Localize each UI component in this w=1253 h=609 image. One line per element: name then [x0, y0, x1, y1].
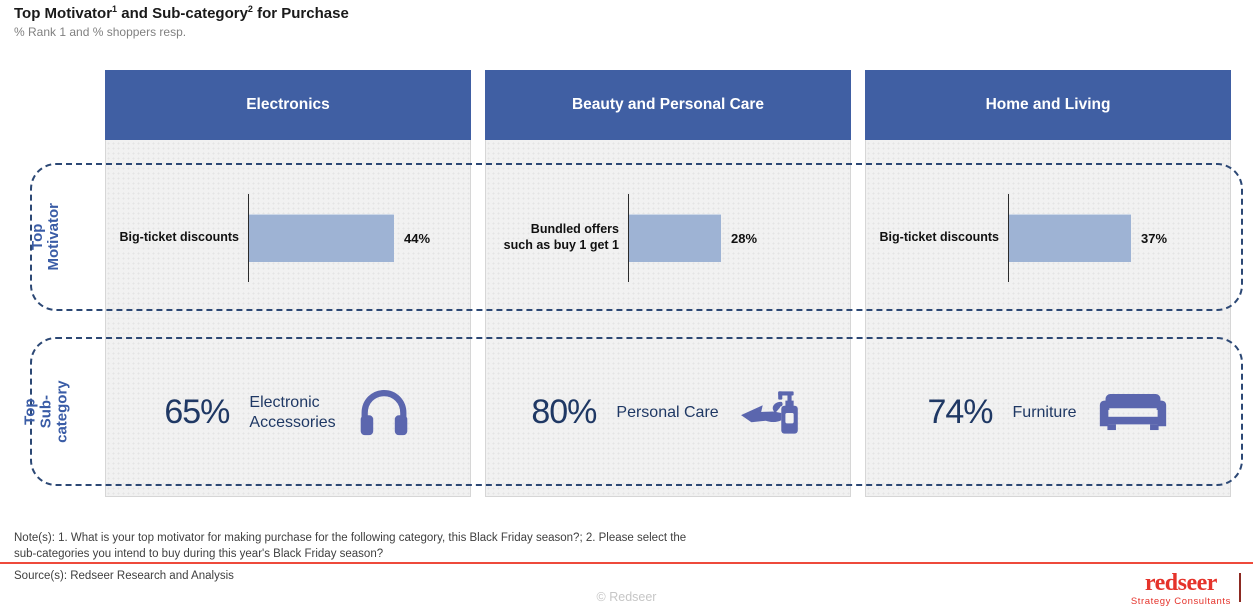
- title-part: Top Motivator: [14, 5, 113, 22]
- category-panel-beauty-personal-care: Beauty and Personal Care Bundled offers …: [485, 70, 851, 497]
- motivator-bar: [629, 214, 721, 262]
- motivator-bar-row: Bundled offers such as buy 1 get 1 28%: [486, 164, 850, 312]
- motivator-bar: [1009, 214, 1131, 262]
- row-label-text: Top Sub- category: [21, 380, 70, 443]
- motivator-bar-row: Big-ticket discounts 37%: [866, 164, 1230, 312]
- copyright-text: © Redseer: [596, 590, 657, 604]
- title-superscript-1: 1: [112, 4, 118, 14]
- bar-value: 28%: [731, 230, 758, 246]
- row-label-text: Top Motivator: [29, 203, 62, 271]
- row-label-top-motivator: Top Motivator: [22, 163, 70, 311]
- subcategory-row: 80% Personal Care: [486, 338, 850, 487]
- subcategory-percent: 74%: [927, 393, 993, 431]
- category-header-beauty-personal-care: Beauty and Personal Care: [485, 70, 851, 140]
- sofa-icon: [1097, 393, 1169, 433]
- bar-value: 44%: [404, 230, 431, 246]
- soap-dispenser-hand-icon: [739, 386, 805, 440]
- row-label-top-subcategory: Top Sub- category: [21, 337, 70, 486]
- bar-label: Big-ticket discounts: [119, 230, 239, 245]
- bar-label: Bundled offers such as buy 1 get 1: [503, 222, 619, 252]
- motivator-bar-row: Big-ticket discounts 44%: [106, 164, 470, 312]
- category-panel-home-living: Home and Living Big-ticket discounts 37%…: [865, 70, 1231, 497]
- bar-axis-line: [1008, 194, 1009, 282]
- bar-axis-line: [248, 194, 249, 282]
- subcategory-name: Electronic Accessories: [249, 393, 336, 431]
- subcategory-row: 74% Furniture: [866, 338, 1230, 487]
- redseer-logo-tagline: Strategy Consultants: [1130, 596, 1231, 607]
- bar-value: 37%: [1141, 230, 1168, 246]
- redseer-logo-wordmark: redseer: [1144, 570, 1218, 596]
- logo-vertical-bar: [1239, 573, 1241, 602]
- page-subtitle: % Rank 1 and % shoppers resp.: [14, 25, 187, 39]
- page-title: Top Motivator1 and Sub-category2 for Pur…: [14, 4, 349, 22]
- title-part: for Purchase: [252, 5, 349, 22]
- bar-axis-line: [628, 194, 629, 282]
- subcategory-row: 65% Electronic Accessories: [106, 338, 470, 487]
- red-divider-line: [0, 562, 1253, 564]
- subcategory-percent: 80%: [531, 393, 597, 431]
- subcategory-name: Personal Care: [616, 403, 719, 421]
- source-text: Source(s): Redseer Research and Analysis: [14, 570, 234, 582]
- category-header-home-living: Home and Living: [865, 70, 1231, 140]
- subcategory-name: Furniture: [1012, 403, 1077, 421]
- headphones-icon: [356, 388, 412, 438]
- category-panel-electronics: Electronics Big-ticket discounts 44% 65%…: [105, 70, 471, 497]
- motivator-bar: [249, 214, 394, 262]
- footnotes: Note(s): 1. What is your top motivator f…: [14, 532, 687, 561]
- subcategory-percent: 65%: [164, 393, 230, 431]
- category-header-electronics: Electronics: [105, 70, 471, 140]
- title-part: and Sub-category: [117, 5, 248, 22]
- title-superscript-2: 2: [247, 4, 253, 14]
- bar-label: Big-ticket discounts: [879, 230, 999, 245]
- redseer-logo: redseer Strategy Consultants: [1131, 571, 1231, 607]
